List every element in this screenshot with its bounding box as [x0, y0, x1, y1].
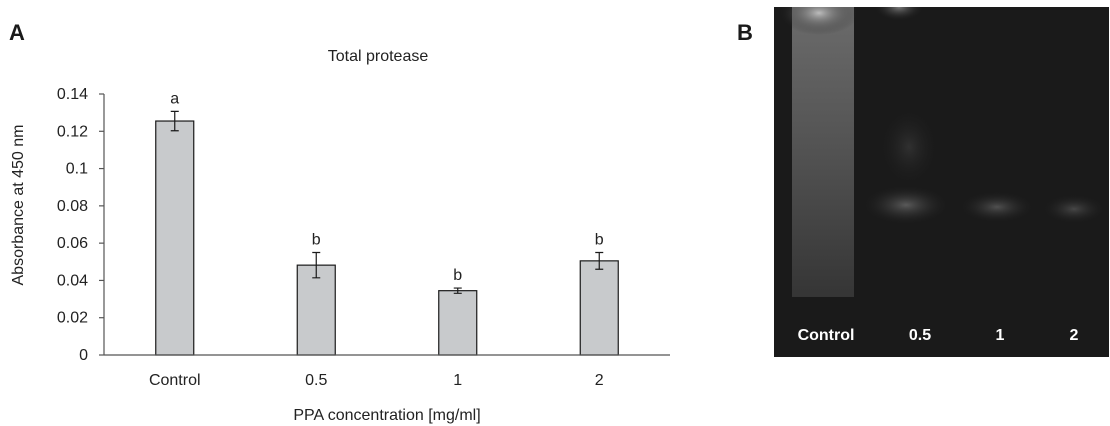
significance-label-Control: a: [170, 90, 179, 107]
significance-label-2: b: [595, 231, 604, 248]
y-axis-label: Absorbance at 450 nm: [10, 125, 27, 286]
x-ticks: Control 0.5 1 2: [149, 372, 604, 389]
error-bar-0.5: [312, 251, 321, 279]
gel-well-glow: [874, 7, 924, 21]
error-bar-2: [595, 251, 604, 270]
gel-band-2: [1042, 194, 1106, 224]
bar-0.5: [296, 264, 336, 356]
panel-label-b: B: [737, 20, 753, 45]
significance-label-0.5: b: [312, 231, 321, 248]
gel-lane-control: [792, 7, 854, 297]
gel-lane-label-1: 1: [995, 327, 1005, 344]
significance-label-1: b: [453, 267, 462, 284]
gel-smear: [879, 107, 939, 187]
gel-lane-label-2: 2: [1069, 327, 1079, 344]
error-bar-1: [453, 287, 462, 294]
y-tick-label: 0.14: [57, 86, 88, 103]
bar-1: [438, 290, 478, 356]
y-tick-label: 0.06: [57, 235, 88, 252]
y-tick-label: 0.12: [57, 123, 88, 140]
bar-2: [579, 260, 619, 356]
y-ticks: 0 0.02 0.04 0.06 0.08 0.1 0.12 0.14: [57, 86, 104, 364]
x-tick-label-2: 2: [595, 372, 604, 389]
bar-chart: Total protease Absorbance at 450 nm PPA …: [10, 48, 670, 424]
gel-image: Control 0.5 1 2: [774, 7, 1109, 357]
x-tick-label-0.5: 0.5: [305, 372, 327, 389]
y-tick-label: 0.02: [57, 310, 88, 327]
gel-bands: [779, 7, 1106, 297]
bars: a b b b: [155, 90, 619, 356]
panel-label-a: A: [9, 20, 25, 45]
chart-title: Total protease: [328, 48, 429, 65]
y-tick-label: 0.08: [57, 198, 88, 215]
y-tick-label: 0: [79, 347, 88, 364]
y-tick-label: 0.1: [66, 161, 88, 178]
bar-Control: [155, 120, 195, 356]
x-tick-label-1: 1: [453, 372, 462, 389]
gel-lane-label-control: Control: [797, 327, 855, 344]
gel-band-0.5: [862, 185, 950, 225]
gel-lane-label-0.5: 0.5: [908, 327, 932, 344]
gel-well-glow: [779, 7, 859, 35]
y-tick-label: 0.04: [57, 272, 88, 289]
error-bar-Control: [170, 110, 179, 132]
gel-band-1: [959, 191, 1035, 223]
x-tick-label-Control: Control: [149, 372, 201, 389]
x-axis-label: PPA concentration [mg/ml]: [293, 407, 480, 424]
